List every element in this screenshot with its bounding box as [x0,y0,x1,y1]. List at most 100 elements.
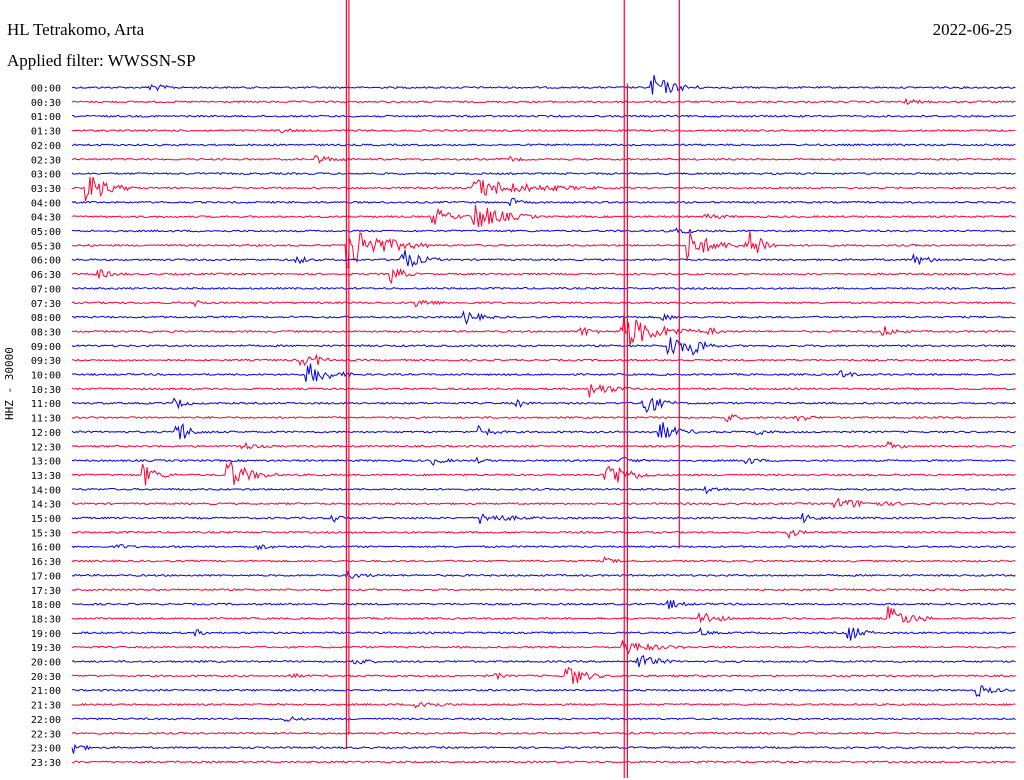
row-time-label: 22:00 [31,715,61,726]
trace-line [71,231,1016,269]
trace-line [71,197,1016,207]
trace-line [71,569,1016,579]
trace-line [71,314,1016,346]
trace-line [71,459,1016,486]
row-time-label: 07:00 [31,284,61,295]
trace-line [71,655,1016,668]
trace-line [71,155,1016,164]
row-time-label: 05:30 [31,241,61,252]
trace-line [71,544,1016,551]
row-time-label: 10:00 [31,371,61,382]
row-time-label: 01:30 [31,127,61,138]
trace-line [71,267,1016,285]
trace-line [71,227,1016,234]
trace-line [71,626,1016,641]
row-time-label: 20:00 [31,658,61,669]
trace-line [71,588,1016,592]
trace-line [71,363,1016,382]
row-time-label: 15:00 [31,514,61,525]
trace-line [71,397,1016,414]
row-time-label: 08:30 [31,327,61,338]
row-time-label: 22:30 [31,729,61,740]
trace-line [71,716,1016,723]
trace-line [71,353,1016,367]
row-time-label: 12:00 [31,428,61,439]
station-title: HL Tetrakomo, Arta [7,20,145,39]
trace-line [71,513,1016,525]
row-time-label: 05:00 [31,227,61,238]
row-time-label: 09:00 [31,342,61,353]
row-time-label: 17:30 [31,586,61,597]
trace-line [71,114,1016,118]
row-time-label: 21:00 [31,686,61,697]
row-time-label: 04:30 [31,213,61,224]
row-time-label: 04:00 [31,198,61,209]
trace-line [71,422,1016,440]
trace-line [71,310,1016,326]
trace-line [71,485,1016,495]
row-time-label: 11:30 [31,414,61,425]
row-time-label: 02:00 [31,141,61,152]
trace-line [71,529,1016,540]
row-time-label: 15:30 [31,528,61,539]
trace-line [71,666,1016,685]
trace-line [71,640,1016,655]
trace-line [71,337,1016,356]
row-time-label: 12:30 [31,442,61,453]
trace-line [71,599,1016,609]
trace-line [71,555,1016,564]
trace-line [71,606,1016,624]
trace-line [71,286,1016,290]
trace-line [71,143,1016,147]
trace-line [71,743,1016,754]
row-time-label: 01:00 [31,112,61,123]
row-time-label: 18:30 [31,614,61,625]
trace-line [71,702,1016,709]
trace-line [71,497,1016,509]
trace-line [71,176,1016,202]
row-time-label: 02:30 [31,155,61,166]
row-time-label: 21:30 [31,701,61,712]
row-time-label: 09:30 [31,356,61,367]
row-time-label: 11:00 [31,399,61,410]
trace-line [71,205,1016,228]
row-time-label: 13:00 [31,457,61,468]
trace-line [71,685,1016,698]
row-time-label: 08:00 [31,313,61,324]
row-time-label: 03:00 [31,170,61,181]
row-time-label: 13:30 [31,471,61,482]
trace-line [71,413,1016,423]
row-time-label: 16:00 [31,543,61,554]
row-time-label: 00:30 [31,98,61,109]
row-time-label: 19:00 [31,629,61,640]
row-time-label: 06:30 [31,270,61,281]
trace-line [71,250,1016,268]
trace-line [71,97,1016,106]
trace-line [71,440,1016,450]
trace-line [71,172,1016,176]
trace-line [71,383,1016,398]
row-time-label: 17:00 [31,571,61,582]
row-time-label: 23:30 [31,758,61,769]
row-time-label: 23:00 [31,744,61,755]
filter-label: Applied filter: WWSSN-SP [7,51,196,70]
row-time-label: 19:30 [31,643,61,654]
row-time-label: 20:30 [31,672,61,683]
row-time-label: 10:30 [31,385,61,396]
trace-line [71,74,1016,95]
row-time-label: 00:00 [31,84,61,95]
row-time-label: 14:30 [31,500,61,511]
row-time-label: 16:30 [31,557,61,568]
row-time-label: 18:00 [31,600,61,611]
trace-line [71,299,1016,308]
row-time-label: 03:30 [31,184,61,195]
trace-line [71,456,1016,466]
row-time-label: 14:00 [31,485,61,496]
row-time-label: 06:00 [31,256,61,267]
row-time-label: 07:30 [31,299,61,310]
record-date: 2022-06-25 [932,20,1012,39]
trace-line [71,760,1016,764]
trace-line [71,731,1016,735]
trace-line [71,128,1016,134]
